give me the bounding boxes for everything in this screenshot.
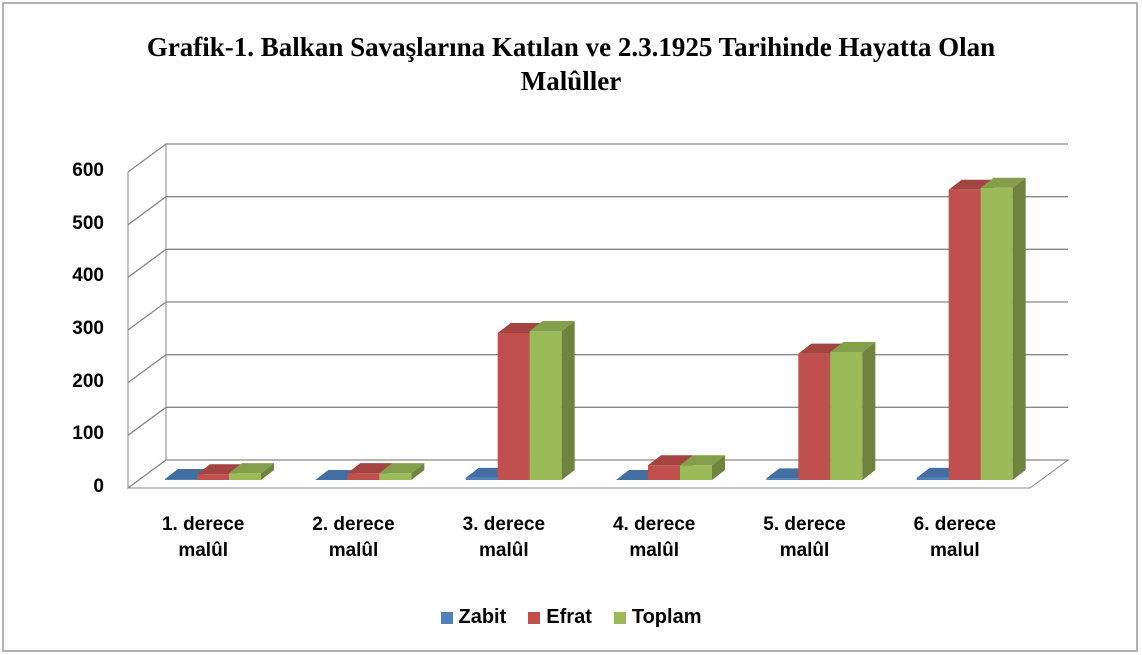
bar xyxy=(379,463,425,480)
bar xyxy=(529,320,575,480)
bar-front xyxy=(948,189,981,480)
y-tick-label: 300 xyxy=(72,318,104,339)
x-tick-label: 2. derece malûl xyxy=(312,514,395,561)
y-tick-label: 600 xyxy=(72,160,104,181)
grid-line xyxy=(127,301,1068,331)
x-tick-label: 6. derece malul xyxy=(913,514,997,561)
bar-front xyxy=(497,333,530,480)
grid-line xyxy=(127,143,1068,173)
y-tick-label: 0 xyxy=(93,476,104,497)
grid-line xyxy=(127,196,1068,226)
bar xyxy=(980,177,1026,480)
bar-side xyxy=(862,342,876,480)
bar-front xyxy=(680,465,712,480)
y-tick-label: 500 xyxy=(72,212,104,234)
x-tick-label: 1. derece malûl xyxy=(161,514,245,561)
bar-side xyxy=(261,463,274,480)
bar-side xyxy=(411,463,425,480)
legend-label: Toplam xyxy=(631,606,702,628)
legend-swatch xyxy=(528,611,541,624)
bar xyxy=(830,342,876,480)
legend-item: Zabit xyxy=(440,606,507,629)
bar xyxy=(229,463,274,480)
legend-swatch xyxy=(613,611,626,624)
bar-top xyxy=(197,464,242,475)
bar-top xyxy=(379,463,425,474)
bar-front xyxy=(379,473,412,480)
bar-front xyxy=(229,473,261,480)
legend-item: Toplam xyxy=(613,606,702,629)
bar-front xyxy=(529,330,562,480)
x-tick-label: 3. derece malûl xyxy=(462,514,546,561)
bar-front xyxy=(197,474,229,480)
legend-swatch xyxy=(440,611,453,624)
bar xyxy=(680,455,725,480)
chart-title: Grafik-1. Balkan Savaşlarına Katılan ve … xyxy=(146,32,996,96)
bar-side xyxy=(712,455,725,480)
bar-top xyxy=(529,320,575,331)
bar-front xyxy=(766,478,799,480)
bar-front xyxy=(916,477,949,480)
bar-top xyxy=(830,342,876,353)
y-tick-label: 200 xyxy=(72,370,104,392)
bar-front xyxy=(165,478,197,480)
bar-top xyxy=(680,455,725,466)
bar-top xyxy=(347,463,393,474)
legend: Zabit Efrat Toplam xyxy=(0,606,1142,629)
bar-front xyxy=(648,465,680,480)
bar-top xyxy=(648,455,693,466)
y-tick-label: 400 xyxy=(72,265,104,287)
bar-top xyxy=(229,463,274,474)
bar-top xyxy=(980,177,1026,188)
bar-front xyxy=(465,477,498,480)
bar-front xyxy=(798,353,831,480)
legend-item: Efrat xyxy=(528,606,592,629)
grid-line xyxy=(127,354,1068,384)
grid-line xyxy=(127,248,1068,278)
bar xyxy=(648,455,693,480)
bar-front xyxy=(980,187,1013,480)
x-tick-label: 4. derece malûl xyxy=(612,514,696,561)
grid-line xyxy=(127,406,1068,436)
y-tick-label: 100 xyxy=(72,423,104,445)
grid-line xyxy=(127,459,1068,489)
bar-front xyxy=(347,473,380,480)
bar-front xyxy=(830,352,863,480)
x-tick-label: 5. derece malûl xyxy=(763,514,846,561)
legend-label: Zabit xyxy=(458,606,507,628)
legend-label: Efrat xyxy=(546,606,592,628)
bar-side xyxy=(1012,177,1026,480)
bar-side xyxy=(561,320,575,480)
